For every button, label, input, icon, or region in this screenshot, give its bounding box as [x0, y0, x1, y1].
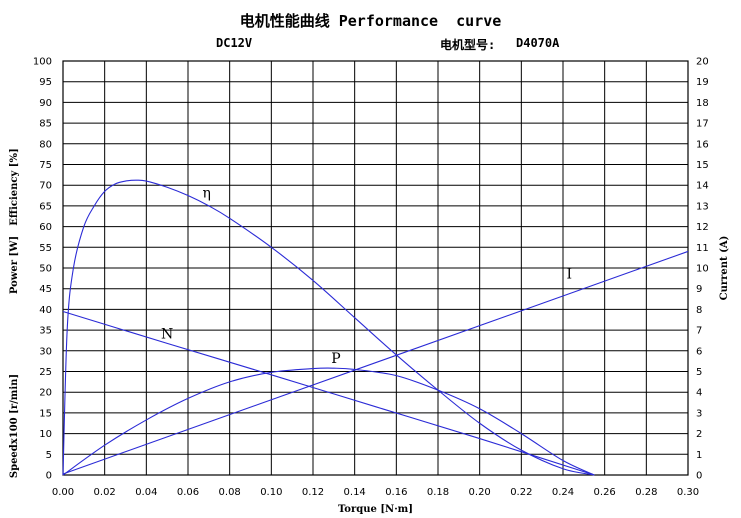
- y-left-tick-label: 80: [39, 139, 52, 150]
- x-tick-label: 0.26: [594, 487, 616, 498]
- series-line-speed: [62, 310, 595, 476]
- y-left-tick-label: 30: [39, 346, 52, 357]
- y-left-tick-label: 10: [39, 429, 52, 440]
- y-right-tick-label: 8: [696, 305, 702, 316]
- x-tick-label: 0.00: [52, 487, 74, 498]
- y-right-tick-label: 10: [696, 264, 709, 275]
- y-left-tick-label: 85: [39, 119, 52, 130]
- y-left-axis-title-part: Speedx100 [r/min]: [9, 374, 20, 478]
- x-axis-title: Torque [N·m]: [338, 504, 413, 515]
- x-tick-label: 0.20: [469, 487, 491, 498]
- y-right-tick-label: 18: [696, 98, 709, 109]
- chart-title: 电机性能曲线 Performance curve: [239, 12, 502, 30]
- y-left-tick-label: 75: [39, 160, 52, 171]
- y-left-axis-title-part: Power [W]: [9, 236, 20, 294]
- x-tick-label: 0.12: [302, 487, 324, 498]
- x-tick-label: 0.10: [260, 487, 282, 498]
- series-line-power: [62, 367, 595, 476]
- y-right-tick-label: 20: [696, 57, 709, 68]
- y-right-tick-label: 15: [696, 160, 709, 171]
- y-left-tick-label: 65: [39, 201, 52, 212]
- y-right-tick-label: 16: [696, 139, 709, 150]
- x-tick-label: 0.30: [677, 487, 699, 498]
- y-left-tick-label: 55: [39, 243, 52, 254]
- y-left-tick-label: 15: [39, 408, 52, 419]
- y-right-tick-label: 1: [696, 450, 702, 461]
- plot-frame: [62, 60, 689, 476]
- curve-label-speed: N: [161, 326, 173, 342]
- y-left-tick-label: 0: [46, 471, 52, 482]
- x-tick-label: 0.24: [552, 487, 574, 498]
- y-right-axis-title: Current (A): [719, 236, 730, 301]
- y-right-tick-label: 12: [696, 222, 709, 233]
- y-right-tick-label: 19: [696, 77, 709, 88]
- y-right-tick-label: 3: [696, 408, 702, 419]
- x-tick-label: 0.22: [510, 487, 532, 498]
- x-tick-label: 0.16: [385, 487, 407, 498]
- y-left-tick-label: 40: [39, 305, 52, 316]
- model-value: D4070A: [516, 36, 560, 50]
- y-left-tick-label: 50: [39, 264, 52, 275]
- y-right-tick-label: 6: [696, 346, 702, 357]
- y-left-tick-label: 60: [39, 222, 52, 233]
- y-left-tick-label: 90: [39, 98, 52, 109]
- x-tick-label: 0.28: [635, 487, 657, 498]
- y-right-tick-label: 4: [696, 388, 702, 399]
- y-right-tick-label: 11: [696, 243, 709, 254]
- y-right-tick-label: 13: [696, 201, 709, 212]
- y-right-tick-label: 7: [696, 326, 702, 337]
- series-line-efficiency: [62, 179, 595, 476]
- x-tick-label: 0.14: [344, 487, 366, 498]
- x-tick-label: 0.18: [427, 487, 449, 498]
- x-tick-label: 0.02: [94, 487, 116, 498]
- y-left-tick-label: 100: [33, 57, 52, 68]
- y-right-tick-label: 14: [696, 181, 709, 192]
- y-left-tick-label: 95: [39, 77, 52, 88]
- curve-label-power: P: [331, 351, 340, 367]
- series-line-current: [62, 250, 689, 475]
- y-left-tick-label: 35: [39, 326, 52, 337]
- model-label: 电机型号:: [440, 38, 496, 52]
- y-right-tick-label: 2: [696, 429, 702, 440]
- y-left-tick-label: 45: [39, 284, 52, 295]
- x-tick-label: 0.06: [177, 487, 199, 498]
- y-left-axis-title-part: Efficiency [%]: [9, 148, 20, 226]
- y-left-tick-label: 20: [39, 388, 52, 399]
- y-right-tick-label: 0: [696, 471, 702, 482]
- y-right-tick-label: 17: [696, 119, 709, 130]
- voltage-label: DC12V: [216, 36, 253, 50]
- y-left-tick-label: 70: [39, 181, 52, 192]
- x-tick-label: 0.08: [219, 487, 241, 498]
- x-tick-label: 0.04: [135, 487, 157, 498]
- y-left-tick-label: 5: [46, 450, 52, 461]
- y-right-tick-label: 9: [696, 284, 702, 295]
- curve-label-efficiency: η: [203, 186, 211, 202]
- curve-label-current: I: [566, 266, 572, 282]
- y-right-tick-label: 5: [696, 367, 702, 378]
- y-left-tick-label: 25: [39, 367, 52, 378]
